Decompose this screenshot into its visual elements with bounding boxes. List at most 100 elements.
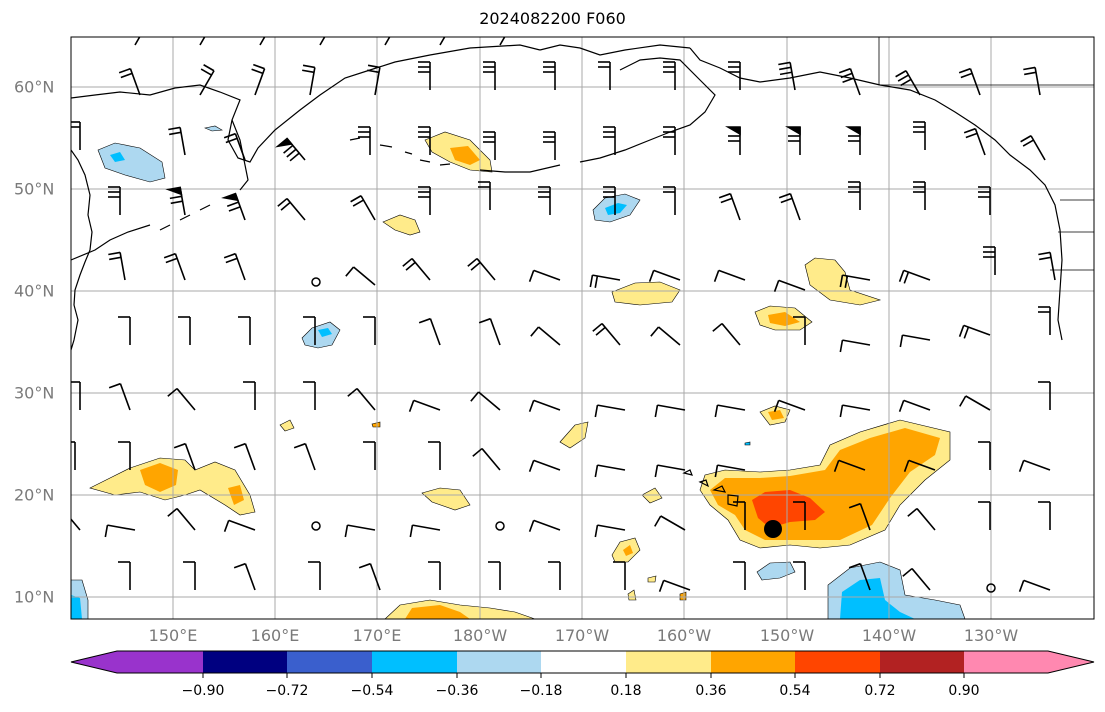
wind-barb-feather xyxy=(958,67,971,74)
wind-barb-feather xyxy=(899,334,904,348)
wind-barb xyxy=(898,269,931,284)
wind-barb-feather xyxy=(897,74,909,82)
wind-barb xyxy=(713,269,746,282)
wind-barb xyxy=(1038,381,1051,410)
colorbar-segment-4 xyxy=(372,651,457,673)
wind-barb-shaft xyxy=(176,388,196,411)
wind-barb-feather xyxy=(960,72,973,79)
wind-barb xyxy=(663,61,676,90)
wind-barb-shaft xyxy=(657,404,686,411)
wind-barb xyxy=(978,186,991,215)
wind-barb-shaft xyxy=(244,563,256,591)
wind-barb-feather xyxy=(168,126,181,131)
wind-barb-feather xyxy=(842,77,855,83)
wind-barb xyxy=(848,181,861,210)
wind-barb xyxy=(833,459,866,472)
wind-barb-feather xyxy=(109,256,122,261)
wind-barbs xyxy=(71,19,1056,592)
wind-barb-shaft xyxy=(533,459,561,471)
wind-barb-shaft xyxy=(965,395,991,411)
wind-barb-feather xyxy=(654,404,659,418)
wind-barb-feather xyxy=(714,464,719,478)
wind-barb xyxy=(603,186,616,215)
wind-barb xyxy=(118,561,131,590)
wind-barb xyxy=(350,195,376,221)
wind-barb-shaft xyxy=(309,67,316,96)
wind-barb-feather xyxy=(594,275,599,288)
colorbar-segment-10 xyxy=(880,651,964,673)
wind-barb-feather xyxy=(720,197,733,204)
wind-barb-shaft xyxy=(902,334,931,341)
wind-barb-shaft xyxy=(721,323,741,346)
wind-barb xyxy=(848,502,871,531)
wind-barb-feather xyxy=(848,562,861,569)
wind-barb-feather xyxy=(367,64,381,69)
wind-barb-shaft xyxy=(653,269,681,281)
wind-barb xyxy=(71,121,81,150)
wind-barb-feather xyxy=(1039,256,1052,261)
wind-barb xyxy=(163,252,186,281)
wind-barb xyxy=(898,399,931,412)
wind-barb xyxy=(1018,459,1051,472)
wind-barb-feather xyxy=(345,266,355,277)
wind-barb xyxy=(108,251,126,281)
wind-barb-feather xyxy=(472,447,483,457)
wind-barb-shaft xyxy=(657,464,686,471)
wind-barb xyxy=(409,524,441,538)
wind-barb xyxy=(363,316,376,345)
wind-barb xyxy=(714,464,746,478)
wind-barb-shaft xyxy=(663,579,691,591)
lon-label-160e: 160°E xyxy=(250,626,300,645)
wind-barb xyxy=(528,459,561,472)
wind-barb-feather xyxy=(441,19,451,25)
colorbar-segment-5 xyxy=(457,651,541,673)
wind-barb-shaft xyxy=(353,266,376,286)
wind-barb-feather xyxy=(283,144,294,154)
wind-barb xyxy=(1038,306,1051,335)
wind-barb-feather xyxy=(203,64,215,72)
wind-barb-shaft xyxy=(478,391,501,411)
wind-barb-shaft xyxy=(842,404,871,411)
wind-barb xyxy=(978,501,991,530)
coastlines xyxy=(71,37,1094,507)
wind-barb-shaft xyxy=(1049,252,1056,281)
wind-barb xyxy=(714,404,746,418)
wind-barb-shaft xyxy=(228,519,256,531)
wind-barb-shaft xyxy=(911,568,931,591)
wind-barb-feather xyxy=(594,404,599,418)
colorbar-label-4: −0.36 xyxy=(435,683,479,699)
wind-barb xyxy=(793,501,806,530)
wind-barb-feather xyxy=(293,442,306,449)
wind-barb-feather xyxy=(840,72,853,79)
colorbar-segment-1 xyxy=(71,651,203,673)
wind-barb-shaft xyxy=(533,269,561,281)
wind-barb-feather xyxy=(347,387,358,397)
colorbar-label-1: −0.90 xyxy=(181,683,225,699)
wind-barb-shaft xyxy=(903,399,931,411)
wind-barb xyxy=(773,279,806,292)
lat-label-10n: 10°N xyxy=(14,587,55,607)
wind-barb-feather xyxy=(654,464,659,478)
wind-barb xyxy=(528,269,561,282)
wind-barb-shaft xyxy=(411,258,431,281)
wind-barb-shaft xyxy=(134,37,141,46)
wind-barb-flag xyxy=(785,126,801,136)
wind-barb-feather xyxy=(963,127,976,134)
wind-barb-shaft xyxy=(199,37,206,46)
wind-barb xyxy=(483,61,496,90)
anomaly-fill-positive xyxy=(89,131,951,619)
wind-barb-shaft xyxy=(601,323,621,346)
wind-barb xyxy=(902,567,931,591)
wind-barb xyxy=(958,67,981,96)
wind-barb xyxy=(613,561,626,590)
wind-barb-shaft xyxy=(412,524,441,531)
lat-label-60n: 60°N xyxy=(14,77,55,97)
wind-barb-feather xyxy=(1024,71,1037,76)
wind-barb-shaft xyxy=(234,253,246,281)
wind-barb-feather xyxy=(253,63,265,70)
wind-barb-feather xyxy=(839,404,844,418)
colorbar-segment-6 xyxy=(541,651,626,673)
wind-barb-shaft xyxy=(838,459,866,471)
wind-barb xyxy=(199,64,215,96)
